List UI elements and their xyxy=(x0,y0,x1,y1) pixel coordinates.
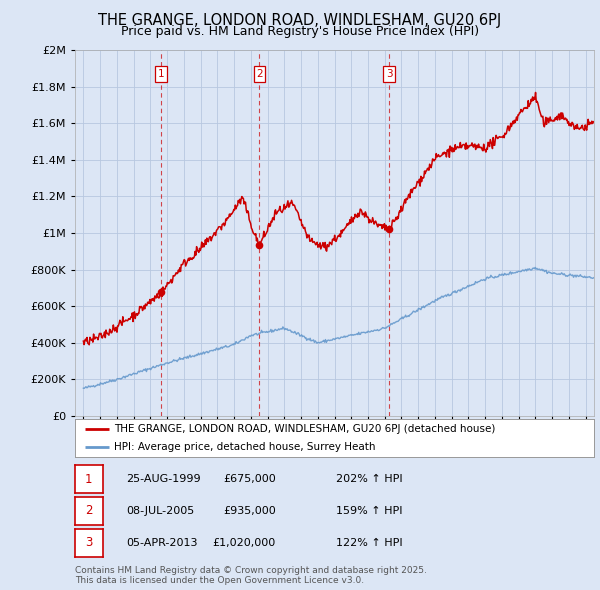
Text: Contains HM Land Registry data © Crown copyright and database right 2025.
This d: Contains HM Land Registry data © Crown c… xyxy=(75,566,427,585)
Text: 08-JUL-2005: 08-JUL-2005 xyxy=(126,506,194,516)
Text: 2: 2 xyxy=(256,69,263,79)
Text: 1: 1 xyxy=(85,473,92,486)
Text: 1: 1 xyxy=(158,69,164,79)
Text: 25-AUG-1999: 25-AUG-1999 xyxy=(126,474,200,484)
Text: THE GRANGE, LONDON ROAD, WINDLESHAM, GU20 6PJ: THE GRANGE, LONDON ROAD, WINDLESHAM, GU2… xyxy=(98,13,502,28)
Text: 159% ↑ HPI: 159% ↑ HPI xyxy=(336,506,403,516)
Text: £935,000: £935,000 xyxy=(223,506,276,516)
Text: HPI: Average price, detached house, Surrey Heath: HPI: Average price, detached house, Surr… xyxy=(114,442,376,452)
Text: 202% ↑ HPI: 202% ↑ HPI xyxy=(336,474,403,484)
Text: THE GRANGE, LONDON ROAD, WINDLESHAM, GU20 6PJ (detached house): THE GRANGE, LONDON ROAD, WINDLESHAM, GU2… xyxy=(114,424,496,434)
Text: 2: 2 xyxy=(85,504,92,517)
Text: 05-APR-2013: 05-APR-2013 xyxy=(126,538,197,548)
Text: 3: 3 xyxy=(85,536,92,549)
Text: £675,000: £675,000 xyxy=(223,474,276,484)
Text: £1,020,000: £1,020,000 xyxy=(213,538,276,548)
Text: 122% ↑ HPI: 122% ↑ HPI xyxy=(336,538,403,548)
Text: Price paid vs. HM Land Registry's House Price Index (HPI): Price paid vs. HM Land Registry's House … xyxy=(121,25,479,38)
Text: 3: 3 xyxy=(386,69,392,79)
